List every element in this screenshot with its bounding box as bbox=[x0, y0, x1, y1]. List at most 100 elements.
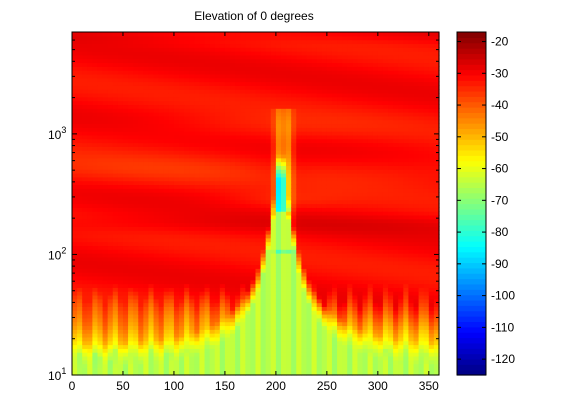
heatmap-cell bbox=[224, 108, 231, 113]
heatmap-cell bbox=[204, 146, 211, 151]
heatmap-cell bbox=[128, 104, 134, 109]
heatmap-cell bbox=[158, 134, 165, 140]
heatmap-cell bbox=[97, 287, 104, 292]
heatmap-cell bbox=[184, 367, 190, 372]
heatmap-cell bbox=[92, 134, 99, 140]
heatmap-cell bbox=[97, 294, 104, 300]
heatmap-cell bbox=[143, 344, 150, 349]
heatmap-cell bbox=[219, 260, 226, 266]
heatmap-cell bbox=[260, 237, 267, 243]
heatmap-cell bbox=[224, 344, 231, 349]
heatmap-cell bbox=[321, 291, 328, 296]
heatmap-cell bbox=[148, 226, 155, 231]
heatmap-cell bbox=[224, 43, 231, 48]
heatmap-cell bbox=[306, 123, 313, 128]
heatmap-cell bbox=[230, 188, 236, 193]
heatmap-cell bbox=[286, 294, 292, 300]
heatmap-cell bbox=[270, 165, 277, 170]
heatmap-cell bbox=[173, 161, 180, 166]
heatmap-cell bbox=[291, 112, 297, 117]
heatmap-cell bbox=[230, 184, 236, 189]
heatmap-cell bbox=[275, 77, 282, 83]
heatmap-cell bbox=[122, 62, 129, 67]
heatmap-cell bbox=[235, 165, 241, 170]
heatmap-cell bbox=[270, 283, 277, 288]
heatmap-cell bbox=[306, 226, 313, 231]
heatmap-cell bbox=[112, 355, 119, 361]
heatmap-cell bbox=[286, 58, 292, 64]
heatmap-cell bbox=[122, 161, 129, 166]
heatmap-cell bbox=[179, 184, 185, 189]
heatmap-cell bbox=[326, 367, 333, 372]
heatmap-cell bbox=[143, 51, 150, 56]
heatmap-cell bbox=[321, 51, 328, 56]
heatmap-cell bbox=[163, 352, 170, 357]
heatmap-cell bbox=[250, 325, 257, 330]
heatmap-cell bbox=[326, 134, 333, 140]
heatmap-cell bbox=[128, 54, 134, 60]
heatmap-cell bbox=[316, 275, 323, 281]
heatmap-cell bbox=[209, 352, 216, 357]
heatmap-cell bbox=[143, 203, 150, 208]
heatmap-cell bbox=[179, 39, 185, 45]
heatmap-cell bbox=[286, 253, 292, 258]
heatmap-cell bbox=[153, 260, 160, 266]
heatmap-cell bbox=[321, 214, 328, 220]
heatmap-cell bbox=[138, 241, 144, 247]
heatmap-cell bbox=[199, 260, 206, 266]
heatmap-cell bbox=[153, 226, 160, 231]
heatmap-cell bbox=[296, 294, 302, 300]
heatmap-cell bbox=[265, 176, 272, 182]
heatmap-cell bbox=[153, 275, 160, 281]
heatmap-cell bbox=[158, 51, 165, 56]
heatmap-cell bbox=[235, 352, 241, 357]
heatmap-cell bbox=[209, 89, 216, 94]
heatmap-cell bbox=[107, 264, 114, 269]
heatmap-cell bbox=[204, 218, 211, 224]
heatmap-cell bbox=[270, 306, 277, 311]
heatmap-cell bbox=[204, 340, 211, 346]
heatmap-cell bbox=[265, 306, 272, 311]
heatmap-cell bbox=[87, 153, 93, 159]
heatmap-cell bbox=[306, 142, 313, 147]
heatmap-cell bbox=[117, 211, 124, 216]
heatmap-cell bbox=[92, 51, 99, 56]
heatmap-cell bbox=[189, 279, 195, 285]
heatmap-cell bbox=[235, 123, 241, 128]
heatmap-cell bbox=[179, 180, 185, 186]
heatmap-cell bbox=[158, 39, 165, 45]
heatmap-cell bbox=[173, 43, 180, 48]
heatmap-cell bbox=[219, 355, 226, 361]
heatmap-cell bbox=[250, 188, 257, 193]
heatmap-cell bbox=[219, 165, 226, 170]
heatmap-cell bbox=[97, 283, 104, 288]
heatmap-cell bbox=[189, 321, 195, 327]
heatmap-cell bbox=[235, 77, 241, 83]
heatmap-cell bbox=[301, 363, 308, 368]
heatmap-cell bbox=[235, 73, 241, 79]
heatmap-cell bbox=[347, 348, 353, 353]
heatmap-cell bbox=[138, 35, 144, 41]
heatmap-cell bbox=[138, 146, 144, 151]
heatmap-cell bbox=[316, 218, 323, 224]
heatmap-cell bbox=[102, 184, 109, 189]
heatmap-cell bbox=[153, 150, 160, 155]
heatmap-cell bbox=[102, 96, 109, 102]
heatmap-cell bbox=[122, 119, 129, 125]
heatmap-cell bbox=[158, 287, 165, 292]
heatmap-cell bbox=[92, 131, 99, 136]
heatmap-cell bbox=[296, 89, 302, 94]
heatmap-cell bbox=[184, 249, 190, 254]
heatmap-cell bbox=[230, 283, 236, 288]
heatmap-cell bbox=[255, 211, 262, 216]
heatmap-cell bbox=[235, 230, 241, 235]
heatmap-cell bbox=[82, 314, 88, 319]
heatmap-cell bbox=[122, 203, 129, 208]
heatmap-cell bbox=[158, 112, 165, 117]
heatmap-cell bbox=[194, 233, 201, 239]
heatmap-cell bbox=[184, 51, 190, 56]
heatmap-cell bbox=[296, 192, 302, 197]
heatmap-cell bbox=[143, 66, 150, 71]
heatmap-cell bbox=[260, 127, 267, 132]
heatmap-cell bbox=[214, 233, 221, 239]
